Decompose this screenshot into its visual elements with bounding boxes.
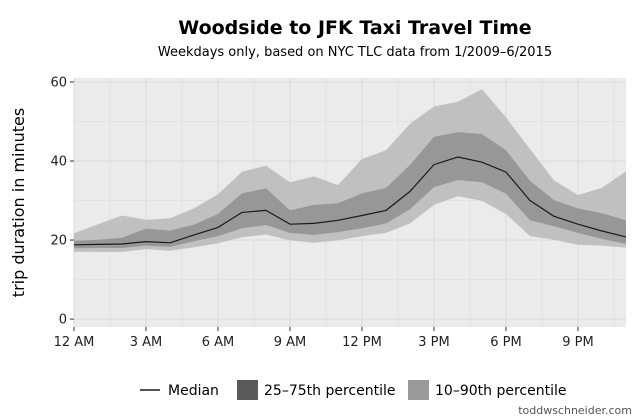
x-tick-label: 6 PM <box>490 335 521 350</box>
median-line-layer <box>73 156 627 246</box>
y-tick-label: 40 <box>50 155 67 170</box>
credit-text: toddwschneider.com <box>518 404 632 417</box>
y-axis-ticks: 0 20 40 60 <box>50 75 74 328</box>
legend-iqr-key <box>237 380 258 400</box>
x-tick-label: 3 AM <box>130 335 163 350</box>
x-tick-label: 9 AM <box>274 335 307 350</box>
x-tick-label: 9 PM <box>562 335 593 350</box>
legend-median-label: Median <box>168 383 219 399</box>
legend-iqr-label: 25–75th percentile <box>264 383 395 399</box>
y-tick-label: 20 <box>50 234 67 249</box>
legend-outer-label: 10–90th percentile <box>435 383 566 399</box>
band-25-75-percentile <box>74 132 626 249</box>
band-10-90-percentile <box>74 89 626 252</box>
x-tick-label: 12 PM <box>342 335 382 350</box>
x-axis-ticks: 12 AM 3 AM 6 AM 9 AM 12 PM 3 PM 6 PM 9 PM <box>54 327 594 350</box>
chart-title: Woodside to JFK Taxi Travel Time <box>178 17 531 39</box>
x-tick-label: 3 PM <box>418 335 449 350</box>
chart-subtitle: Weekdays only, based on NYC TLC data fro… <box>158 45 552 60</box>
y-tick-label: 0 <box>59 313 67 328</box>
y-tick-label: 60 <box>50 75 67 90</box>
inner-band-layer <box>74 132 626 249</box>
x-tick-label: 12 AM <box>54 335 95 350</box>
x-tick-label: 6 AM <box>202 335 235 350</box>
legend-outer-key <box>408 380 429 400</box>
y-axis-title: trip duration in minutes <box>9 108 28 297</box>
legend: Median 25–75th percentile 10–90th percenti… <box>140 380 566 400</box>
outer-band-layer <box>74 89 626 252</box>
median-line <box>73 156 627 246</box>
